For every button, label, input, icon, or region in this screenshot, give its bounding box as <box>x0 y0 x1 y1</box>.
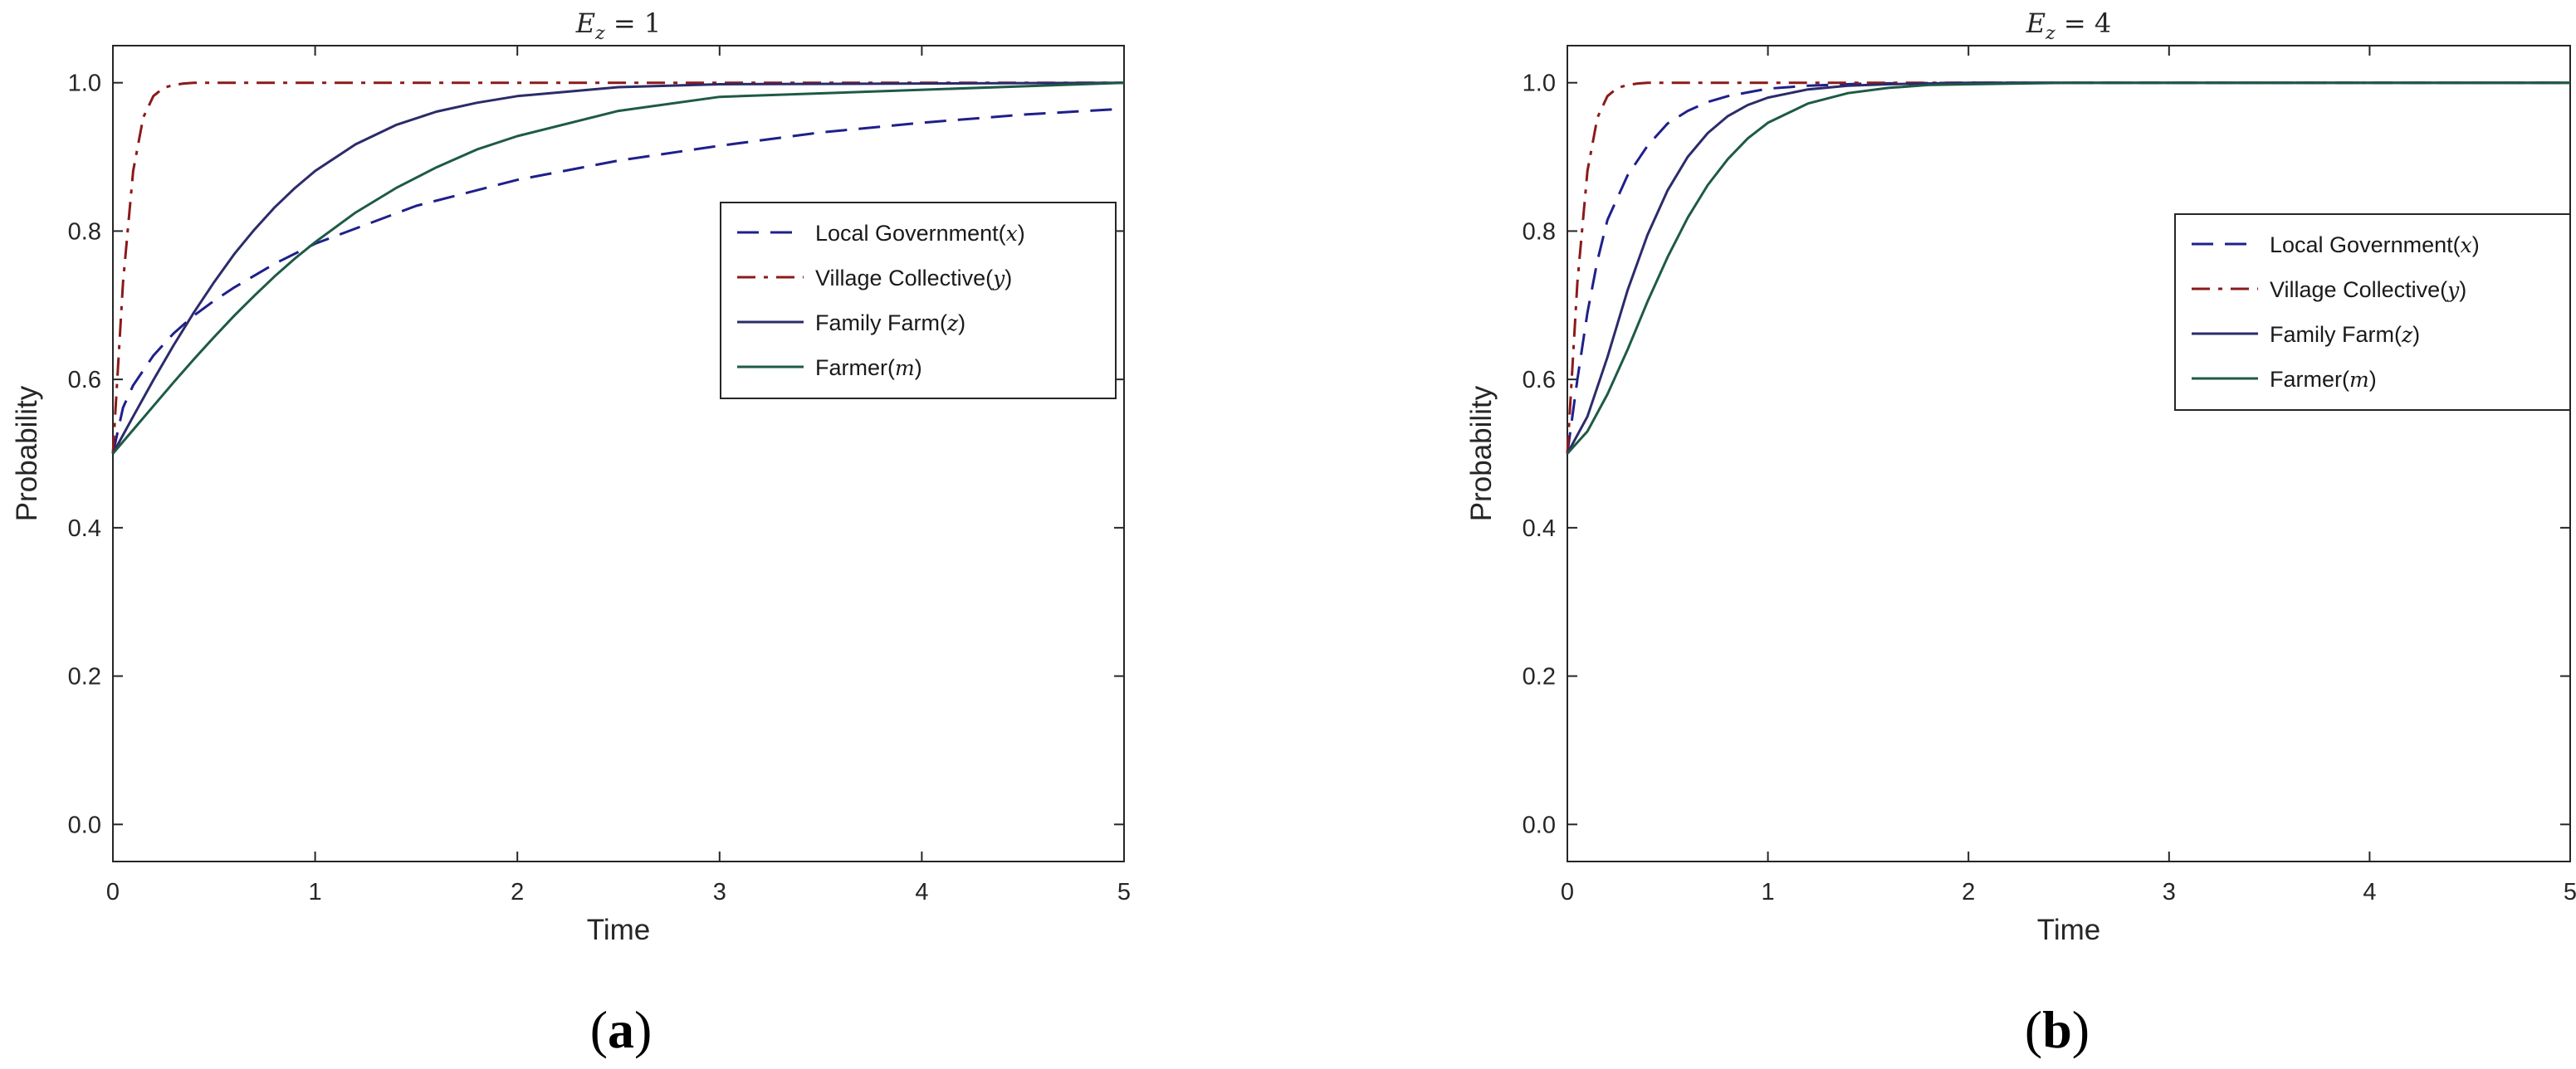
legend-label-x: Local Government(x) <box>2270 232 2480 257</box>
x-tick-label: 3 <box>2163 879 2176 905</box>
y-tick-label: 0.4 <box>68 515 101 542</box>
x-tick-label: 1 <box>309 879 322 905</box>
series-line-y <box>1566 81 2570 454</box>
series-line-z <box>1566 81 2570 455</box>
series-line-m <box>111 81 1125 455</box>
legend-label-x: Local Government(x) <box>815 221 1025 246</box>
chart-title: Ez = 1 <box>575 7 661 44</box>
legend-label-z: Family Farm(z) <box>2270 322 2420 347</box>
y-tick-label: 0.0 <box>1523 812 1556 838</box>
x-tick-label: 3 <box>713 879 726 905</box>
x-tick-label: 0 <box>1561 879 1574 905</box>
x-tick-label: 2 <box>1962 879 1975 905</box>
y-tick-label: 0.4 <box>1523 515 1556 542</box>
x-tick-label: 5 <box>1117 879 1131 905</box>
series-line-x <box>111 107 1125 454</box>
legend: Local Government(x) Village Collective(y)… <box>2174 213 2571 411</box>
x-tick-label: 5 <box>2564 879 2576 905</box>
y-tick-label: 1.0 <box>68 71 101 97</box>
x-tick-label: 4 <box>2363 879 2376 905</box>
y-tick-label: 0.8 <box>1523 218 1556 245</box>
y-tick-label: 0.2 <box>68 664 101 691</box>
y-tick-label: 0.8 <box>68 218 101 245</box>
chart-title: Ez = 4 <box>2026 7 2111 44</box>
panel-label: (b) <box>2025 1000 2090 1059</box>
x-tick-label: 1 <box>1762 879 1775 905</box>
y-tick-label: 0.6 <box>1523 367 1556 393</box>
chart-panel-a: 0 1 2 3 4 5 0.0 0.2 0.4 0.6 0.8 1.0 Ez = 1 Time Probab… <box>11 7 1131 1059</box>
x-tick-label: 0 <box>106 879 120 905</box>
y-axis-label: Probability <box>11 385 43 521</box>
x-tick-label: 2 <box>511 879 524 905</box>
legend-label-z: Family Farm(z) <box>815 310 965 335</box>
series-line-y <box>111 81 1124 454</box>
x-tick-label: 4 <box>915 879 928 905</box>
panel-label: (a) <box>590 1000 653 1059</box>
legend-label-y: Village Collective(y) <box>2270 277 2466 302</box>
series-line-z <box>111 81 1125 455</box>
y-tick-label: 0.0 <box>68 812 101 838</box>
y-axis-label: Probability <box>1465 385 1498 521</box>
legend: Local Government(x) Village Collective(y)… <box>720 202 1117 399</box>
chart-panel-b: 0 1 2 3 4 5 0.0 0.2 0.4 0.6 0.8 1.0 Ez = 4 Time Probab… <box>1465 7 2576 1059</box>
y-tick-label: 1.0 <box>1523 71 1556 97</box>
y-tick-label: 0.2 <box>1523 664 1556 691</box>
legend-label-m: Farmer(m) <box>815 355 922 380</box>
series-line-x <box>1566 81 2570 454</box>
x-axis-label: Time <box>2037 914 2100 946</box>
x-axis-label: Time <box>587 914 650 946</box>
legend-label-y: Village Collective(y) <box>815 266 1012 290</box>
y-tick-label: 0.6 <box>68 367 101 393</box>
legend-label-m: Farmer(m) <box>2270 367 2377 392</box>
series-line-m <box>1566 81 2570 455</box>
